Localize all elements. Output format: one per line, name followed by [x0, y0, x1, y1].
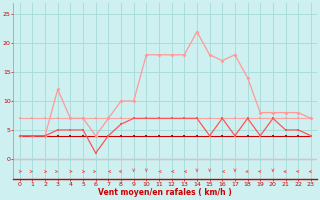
X-axis label: Vent moyen/en rafales ( km/h ): Vent moyen/en rafales ( km/h )	[99, 188, 232, 197]
